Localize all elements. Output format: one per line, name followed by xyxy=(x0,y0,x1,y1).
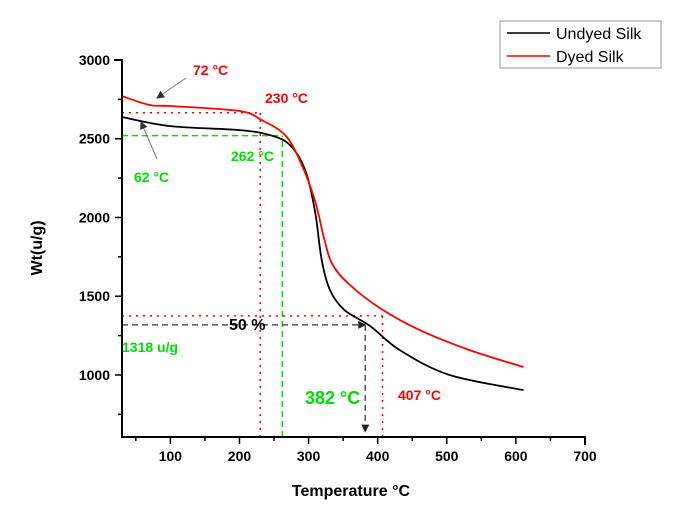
legend: Undyed Silk Dyed Silk xyxy=(499,20,662,69)
arrow-62c xyxy=(140,121,158,160)
x-tick-label: 400 xyxy=(366,448,390,464)
y-tick-label: 2500 xyxy=(79,131,110,147)
legend-box xyxy=(499,20,662,69)
x-ticks: 100 200 300 400 500 600 700 xyxy=(135,437,597,464)
x-axis-title: Temperature °C xyxy=(292,483,411,500)
series-line-undyed-silk xyxy=(121,116,524,391)
series-line-dyed-silk xyxy=(121,95,524,368)
label-382c: 382 °C xyxy=(305,388,360,408)
label-407c: 407 °C xyxy=(398,387,441,403)
x-tick-label: 600 xyxy=(504,448,528,464)
y-axis-title: Wt(u/g) xyxy=(29,220,46,275)
label-72c: 72 °C xyxy=(193,62,228,78)
legend-label-dyed: Dyed Silk xyxy=(556,49,625,66)
y-tick-label: 1500 xyxy=(79,288,110,304)
y-ticks: 1000 1500 2000 2500 3000 xyxy=(79,52,122,416)
legend-label-undyed: Undyed Silk xyxy=(556,26,642,43)
x-tick-label: 200 xyxy=(228,448,252,464)
reference-lines xyxy=(122,112,384,437)
series-lines xyxy=(121,95,524,391)
annotations: 72 °C 230 °C 62 °C 262 °C 50 % 1318 u/g … xyxy=(122,62,441,408)
label-230c: 230 °C xyxy=(265,90,308,106)
label-1318ug: 1318 u/g xyxy=(122,339,178,355)
label-262c: 262 °C xyxy=(231,148,274,164)
y-tick-label: 3000 xyxy=(79,52,110,68)
label-62c: 62 °C xyxy=(134,169,169,185)
x-tick-label: 700 xyxy=(573,448,597,464)
x-tick-label: 500 xyxy=(435,448,459,464)
x-tick-label: 100 xyxy=(159,448,183,464)
arrow-72c xyxy=(156,77,187,99)
x-tick-label: 300 xyxy=(297,448,321,464)
label-50pct: 50 % xyxy=(229,317,265,334)
y-tick-label: 1000 xyxy=(79,367,110,383)
y-tick-label: 2000 xyxy=(79,209,110,225)
